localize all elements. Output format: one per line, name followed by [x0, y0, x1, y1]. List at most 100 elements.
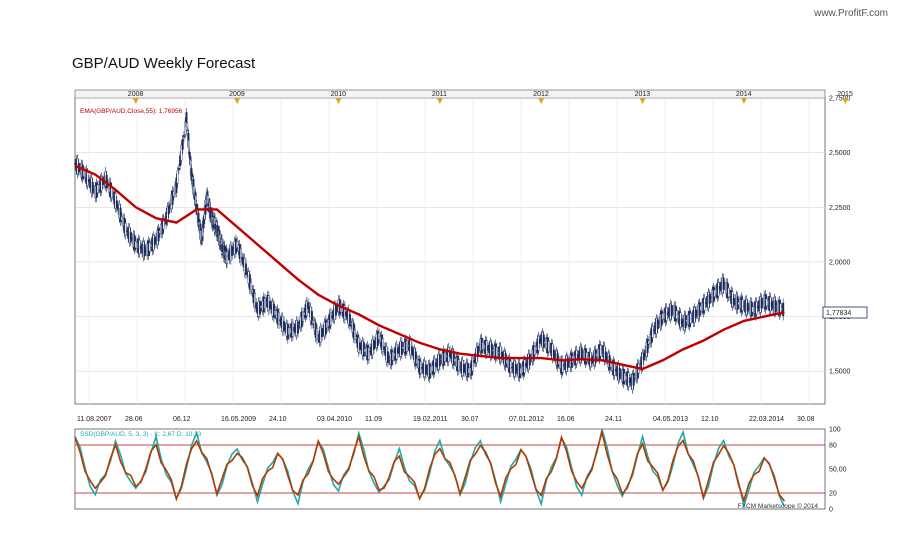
- candle-body: [656, 319, 659, 329]
- candle-body: [618, 368, 621, 379]
- year-marker: [538, 98, 545, 104]
- candle-body: [367, 347, 370, 360]
- candle-body: [175, 177, 178, 194]
- platform-footer: FXCM Marketscope © 2014: [738, 502, 819, 510]
- candle-body: [727, 287, 730, 298]
- candle-body: [162, 218, 165, 230]
- year-label: 2009: [229, 91, 245, 98]
- oscillator-d-line: [74, 429, 786, 504]
- candle-body: [231, 246, 234, 256]
- candle-body: [438, 354, 441, 367]
- year-marker: [740, 98, 747, 104]
- x-tick-label: 19.02.2011: [413, 416, 448, 423]
- candle-body: [283, 320, 286, 332]
- candle-body: [179, 155, 182, 167]
- candle-body: [239, 248, 242, 262]
- candle-body: [182, 135, 185, 138]
- year-label: 2013: [635, 91, 651, 98]
- candle-body: [253, 293, 256, 309]
- candle-body: [91, 182, 94, 194]
- candle-body: [457, 359, 460, 371]
- x-tick-label: 22.03.2014: [749, 416, 784, 423]
- candle-body: [296, 321, 299, 334]
- x-tick-label: 07.01.2012: [509, 416, 544, 423]
- candle-body: [533, 346, 536, 356]
- candle-body: [580, 347, 583, 360]
- candle-body: [410, 346, 413, 355]
- x-tick-label: 11.08.2007: [77, 416, 112, 423]
- year-marker: [132, 98, 139, 104]
- year-label: 2014: [736, 91, 752, 98]
- candle-body: [315, 328, 318, 341]
- y-tick-label: 1,5000: [829, 369, 851, 376]
- candle-body: [755, 301, 758, 315]
- year-label: 2011: [432, 91, 447, 98]
- candle-body: [248, 274, 251, 290]
- x-tick-label: 24.10: [269, 416, 287, 423]
- osc-y-tick-label: 100: [829, 427, 841, 434]
- year-marker: [842, 98, 849, 104]
- candle-body: [386, 351, 389, 364]
- candle-body: [255, 302, 258, 309]
- candle-body: [642, 353, 645, 361]
- candle-body: [86, 172, 89, 186]
- candle-body: [599, 345, 602, 357]
- candle-body: [670, 305, 673, 317]
- candle-body: [119, 207, 122, 223]
- y-tick-label: 2,0000: [829, 259, 851, 266]
- candle-body: [523, 359, 526, 374]
- candle-body: [181, 139, 184, 150]
- candle-body: [172, 190, 175, 197]
- chart-title: GBP/AUD Weekly Forecast: [72, 55, 256, 72]
- candle-body: [245, 263, 248, 276]
- candle-body: [782, 302, 785, 317]
- year-label: 2012: [533, 91, 549, 98]
- candle-body: [177, 168, 180, 171]
- y-tick-label: 2,7500: [829, 96, 851, 103]
- candle-body: [632, 373, 635, 386]
- candle-body: [414, 351, 417, 366]
- candle-body: [115, 200, 118, 209]
- candle-body: [302, 311, 305, 322]
- candle-body: [307, 302, 310, 310]
- candle-body: [167, 205, 170, 215]
- candle-body: [184, 121, 187, 135]
- candle-body: [157, 227, 160, 242]
- candle-body: [180, 144, 183, 161]
- candle-body: [310, 311, 313, 325]
- y-tick-label: 2,5000: [829, 150, 851, 157]
- year-label: 2015: [837, 91, 853, 98]
- year-label: 2010: [331, 91, 347, 98]
- x-tick-label: 28.06: [125, 416, 143, 423]
- osc-y-tick-label: 0: [829, 507, 833, 514]
- candle-body: [236, 241, 239, 248]
- last-price-label: 1,77834: [826, 310, 851, 317]
- candle-body: [250, 282, 253, 292]
- y-tick-label: 2,2500: [829, 205, 851, 212]
- candle-body: [264, 297, 267, 309]
- ema-line: [74, 164, 785, 371]
- x-tick-label: 30.08: [797, 416, 815, 423]
- candle-body: [509, 360, 512, 373]
- oscillator-panel-frame: [74, 428, 826, 510]
- candle-body: [329, 312, 332, 326]
- candle-body: [353, 329, 356, 340]
- oscillator-indicator-label: SSD(GBP/AUD, 5, 3, 3) - K: 2,67 D: 10,13: [80, 431, 202, 438]
- year-marker: [234, 98, 241, 104]
- x-tick-label: 12.10: [701, 416, 719, 423]
- candle-body: [646, 339, 649, 354]
- candle-body: [760, 298, 763, 309]
- year-marker: [639, 98, 646, 104]
- candle-body: [176, 170, 179, 184]
- candle-body: [722, 277, 725, 290]
- candle-body: [226, 251, 229, 264]
- ema-indicator-label: EMA(GBP/AUD.Close,55): 1,76956: [80, 108, 183, 115]
- osc-y-tick-label: 80: [829, 443, 837, 450]
- last-price-box: [822, 306, 868, 319]
- candle-body: [129, 231, 132, 242]
- candle-body: [171, 190, 174, 205]
- candle-body: [528, 354, 531, 366]
- candle-body: [348, 313, 351, 327]
- candle-body: [561, 359, 564, 373]
- candle-body: [277, 312, 280, 325]
